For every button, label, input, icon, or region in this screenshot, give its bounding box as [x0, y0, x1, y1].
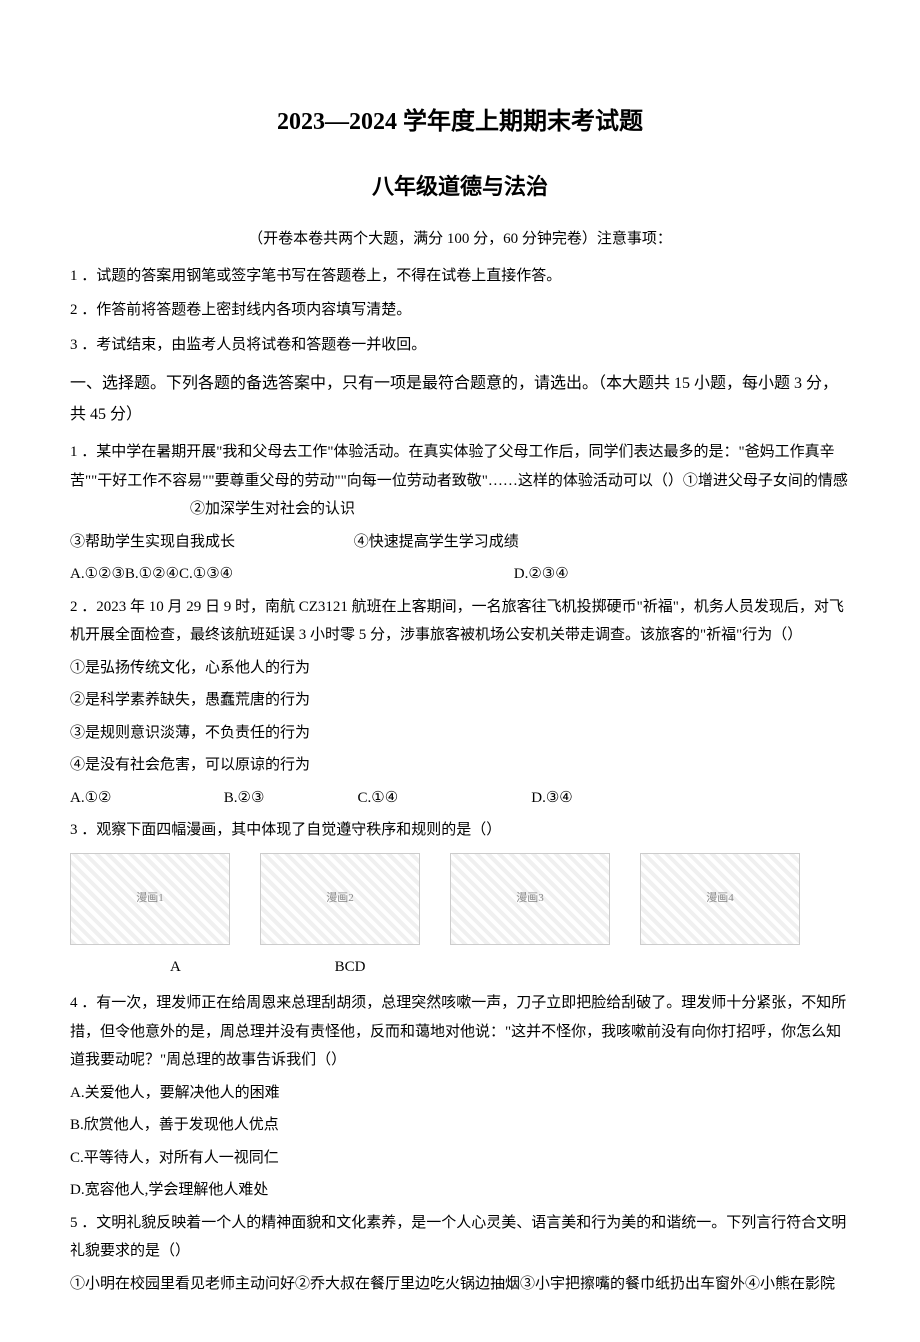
q2-optD: D.③④ — [531, 784, 572, 813]
q1-sub1-right: ②加深学生对社会的认识 — [190, 495, 355, 524]
q1-options: A.①②③B.①②④C.①③④ D.②③④ — [70, 560, 850, 589]
q2-s3: ③是规则意识淡薄，不负责任的行为 — [70, 719, 850, 748]
q2-s2: ②是科学素养缺失，愚蠢荒唐的行为 — [70, 686, 850, 715]
section-1-header: 一、选择题。下列各题的备选答案中，只有一项是最符合题意的，请选出。（本大题共 1… — [70, 369, 850, 430]
note-1: 1 ．试题的答案用钢笔或签字笔书写在答题卷上，不得在试卷上直接作答。 — [70, 262, 850, 291]
q1-stem: 1 ．某中学在暑期开展"我和父母去工作"体验活动。在真实体验了父母工作后，同学们… — [70, 438, 850, 524]
q2-options: A.①② B.②③ C.①④ D.③④ — [70, 784, 850, 813]
q2-stem: 2 ．2023 年 10 月 29 日 9 时，南航 CZ3121 航班在上客期… — [70, 593, 850, 650]
q1-sub2-left: ③帮助学生实现自我成长 — [70, 528, 350, 557]
q4-optA: A.关爱他人，要解决他人的困难 — [70, 1079, 850, 1108]
q4-optC: C.平等待人，对所有人一视同仁 — [70, 1144, 850, 1173]
q3-label-a: A — [170, 953, 181, 982]
q2-optC: C.①④ — [358, 784, 528, 813]
exam-info: （开卷本卷共两个大题，满分 100 分，60 分钟完卷）注意事项： — [70, 225, 850, 254]
sub-title: 八年级道德与法治 — [70, 166, 850, 208]
q3-image-2: 漫画2 — [260, 853, 420, 945]
note-3: 3 ．考试结束，由监考人员将试卷和答题卷一并收回。 — [70, 331, 850, 360]
q5-s1: ①小明在校园里看见老师主动问好②乔大叔在餐厅里边吃火锅边抽烟③小宇把擦嘴的餐巾纸… — [70, 1270, 850, 1299]
q5-stem: 5 ．文明礼貌反映着一个人的精神面貌和文化素养，是一个人心灵美、语言美和行为美的… — [70, 1209, 850, 1266]
q3-image-labels: A BCD — [70, 953, 850, 982]
q1-sub2-right: ④快速提高学生学习成绩 — [354, 528, 519, 557]
q4-optB: B.欣赏他人，善于发现他人优点 — [70, 1111, 850, 1140]
q1-options-right: D.②③④ — [514, 560, 569, 589]
q3-image-4: 漫画4 — [640, 853, 800, 945]
q2-s4: ④是没有社会危害，可以原谅的行为 — [70, 751, 850, 780]
q2-s1: ①是弘扬传统文化，心系他人的行为 — [70, 654, 850, 683]
q1-subline-2: ③帮助学生实现自我成长 ④快速提高学生学习成绩 — [70, 528, 850, 557]
q3-label-bcd: BCD — [335, 953, 366, 982]
q2-optB: B.②③ — [224, 784, 354, 813]
q3-image-3: 漫画3 — [450, 853, 610, 945]
main-title: 2023—2024 学年度上期期末考试题 — [70, 100, 850, 146]
note-2: 2 ．作答前将答题卷上密封线内各项内容填写清楚。 — [70, 296, 850, 325]
q4-optD: D.宽容他人,学会理解他人难处 — [70, 1176, 850, 1205]
q1-options-left: A.①②③B.①②④C.①③④ — [70, 560, 510, 589]
q2-optA: A.①② — [70, 784, 220, 813]
q3-image-1: 漫画1 — [70, 853, 230, 945]
q3-stem: 3 ．观察下面四幅漫画，其中体现了自觉遵守秩序和规则的是（） — [70, 816, 850, 845]
q4-stem: 4 ．有一次，理发师正在给周恩来总理刮胡须，总理突然咳嗽一声，刀子立即把脸给刮破… — [70, 989, 850, 1075]
q1-stem-text: 1 ．某中学在暑期开展"我和父母去工作"体验活动。在真实体验了父母工作后，同学们… — [70, 444, 848, 489]
q3-images: 漫画1 漫画2 漫画3 漫画4 — [70, 853, 850, 945]
